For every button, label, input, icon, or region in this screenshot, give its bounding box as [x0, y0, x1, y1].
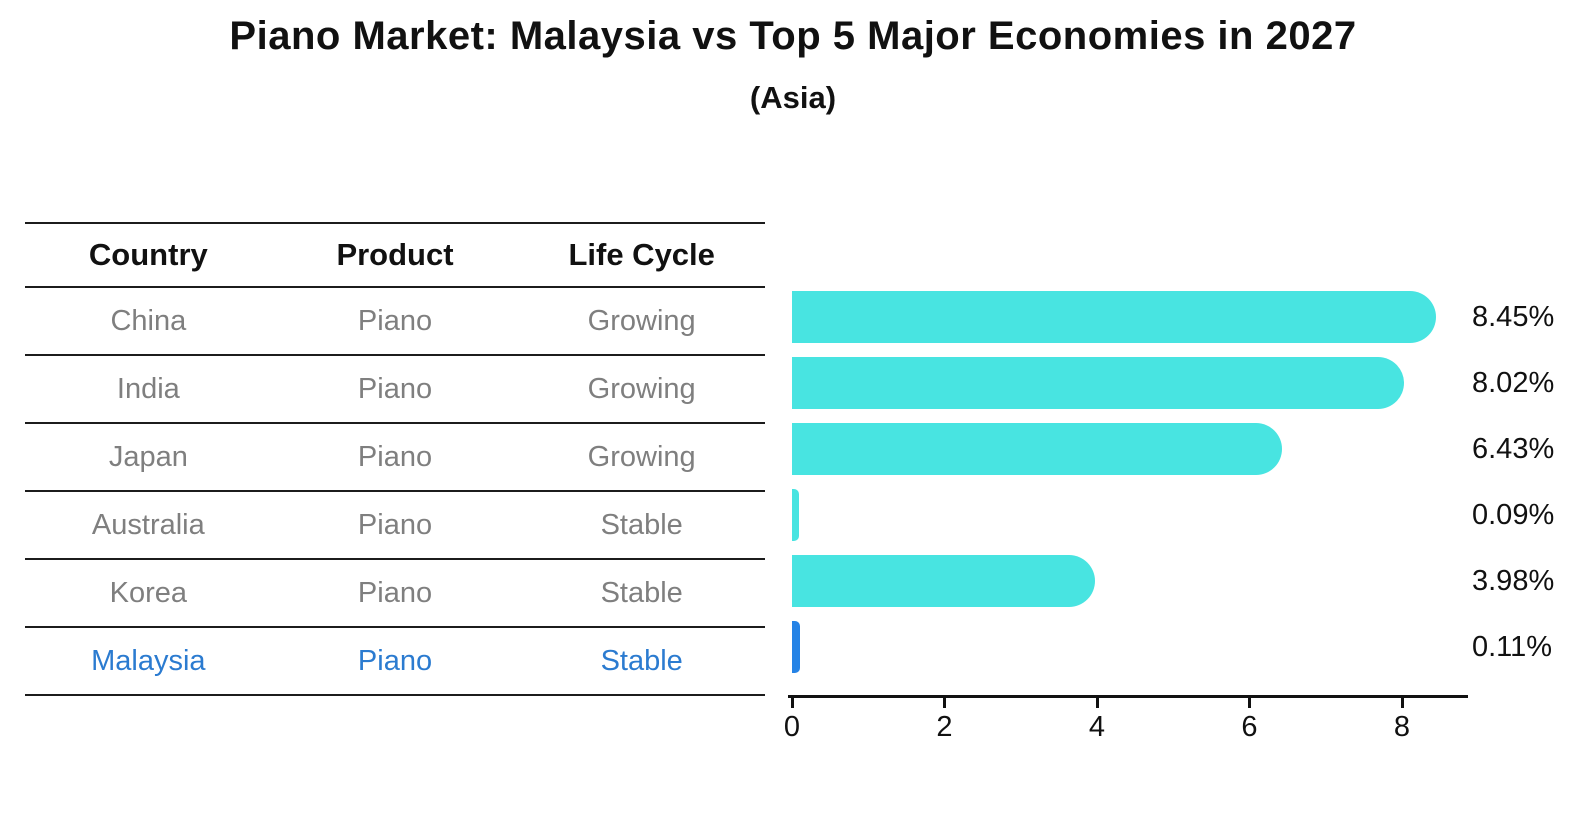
table-row-australia: Australia Piano Stable — [25, 490, 765, 558]
value-label-malaysia: 0.11% — [1472, 631, 1553, 663]
bar-malaysia — [792, 621, 801, 673]
tick-label: 4 — [1088, 711, 1106, 743]
table-row-japan: Japan Piano Growing — [25, 422, 765, 490]
country-table: Country Product Life Cycle China Piano G… — [25, 222, 765, 696]
tick-mark — [1095, 695, 1099, 708]
chart-subtitle: (Asia) — [749, 80, 837, 115]
cell-product: Piano — [357, 576, 433, 609]
cell-life-cycle: Growing — [587, 372, 696, 405]
cell-product: Piano — [357, 372, 433, 405]
bar-korea — [792, 555, 1096, 607]
bar-japan — [792, 423, 1283, 475]
table-row-malaysia: Malaysia Piano Stable — [25, 626, 765, 694]
cell-product: Piano — [357, 304, 433, 337]
tick-mark — [1400, 695, 1404, 708]
tick-label: 8 — [1393, 711, 1411, 743]
tick-label: 0 — [783, 711, 801, 743]
value-label-korea: 3.98% — [1472, 565, 1555, 597]
bar-china — [792, 291, 1437, 343]
cell-life-cycle: Growing — [587, 440, 696, 473]
bar-india — [792, 357, 1404, 409]
tick-label: 6 — [1241, 711, 1258, 743]
bar-australia — [792, 489, 799, 541]
chart-title: Piano Market: Malaysia vs Top 5 Major Ec… — [229, 14, 1357, 58]
cell-country: Australia — [91, 508, 205, 541]
table-row-korea: Korea Piano Stable — [25, 558, 765, 626]
value-label-australia: 0.09% — [1472, 499, 1555, 531]
table-row-china: China Piano Growing — [25, 286, 765, 354]
cell-life-cycle: Stable — [600, 644, 683, 677]
cell-product: Piano — [357, 508, 433, 541]
col-header-product: Product — [336, 237, 454, 272]
cell-product: Piano — [357, 440, 433, 473]
cell-country: Japan — [108, 440, 188, 473]
cell-life-cycle: Stable — [600, 576, 683, 609]
cell-country: China — [110, 304, 187, 337]
value-label-japan: 6.43% — [1472, 433, 1555, 465]
tick-mark — [1248, 695, 1251, 708]
table-row-india: India Piano Growing — [25, 354, 765, 422]
col-header-lifecycle: Life Cycle — [568, 237, 715, 272]
tick-mark — [943, 695, 946, 708]
cell-country: Malaysia — [91, 644, 206, 677]
cell-country: Korea — [109, 576, 188, 609]
col-header-country: Country — [88, 237, 208, 272]
table-header-row: Country Product Life Cycle — [25, 222, 765, 286]
tick-label: 2 — [936, 711, 953, 743]
cell-life-cycle: Growing — [587, 304, 696, 337]
x-axis-line — [788, 695, 1468, 698]
value-label-india: 8.02% — [1472, 367, 1555, 399]
cell-product: Piano — [357, 644, 433, 677]
tick-mark — [790, 695, 794, 708]
cell-country: India — [116, 372, 180, 405]
cell-life-cycle: Stable — [600, 508, 683, 541]
value-label-china: 8.45% — [1472, 301, 1555, 333]
